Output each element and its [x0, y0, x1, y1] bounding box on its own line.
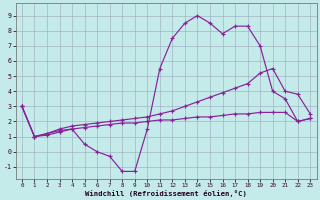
- X-axis label: Windchill (Refroidissement éolien,°C): Windchill (Refroidissement éolien,°C): [85, 190, 247, 197]
